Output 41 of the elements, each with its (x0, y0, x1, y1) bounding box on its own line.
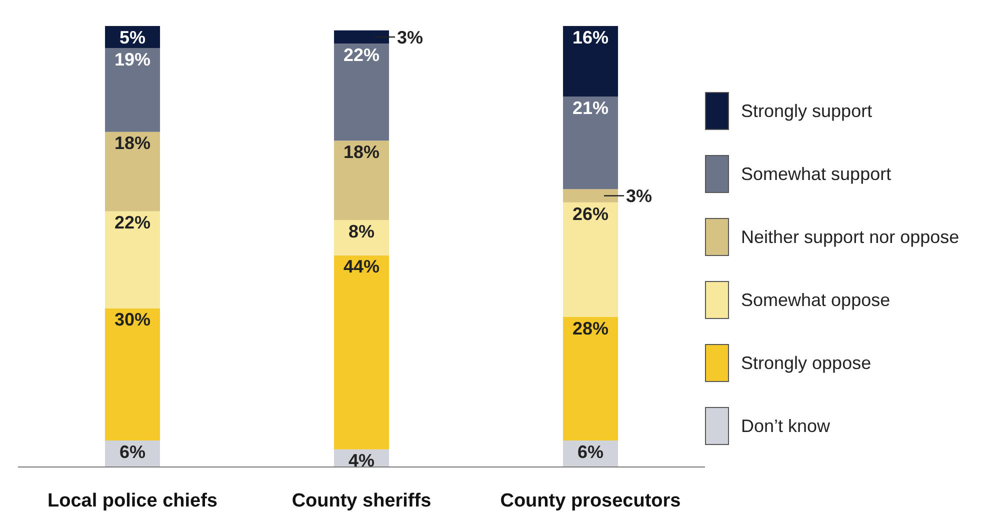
x-tick-label: County sheriffs (292, 490, 432, 512)
bar (563, 202, 618, 318)
data-label: 28% (572, 318, 609, 338)
bar (105, 308, 160, 441)
data-label: 16% (572, 27, 609, 48)
data-label: 21% (572, 98, 609, 118)
bar (334, 140, 390, 220)
data-label: 26% (572, 204, 609, 224)
data-label: 22% (344, 45, 380, 66)
data-label: 5% (120, 27, 146, 48)
x-tick-label: Local police chiefs (48, 490, 218, 512)
data-label: 3% (626, 186, 652, 206)
bar (334, 30, 390, 44)
bar (334, 255, 390, 450)
data-label: 8% (348, 221, 375, 242)
legend-label: Don’t know (741, 416, 830, 436)
data-label: 6% (120, 442, 146, 462)
data-label: 22% (114, 212, 151, 233)
legend-label: Neither support nor oppose (741, 226, 960, 248)
data-label: 4% (348, 450, 375, 471)
data-label: 18% (114, 133, 151, 154)
bar (563, 317, 618, 441)
data-label: 44% (344, 256, 380, 277)
legend-label: Somewhat support (741, 164, 892, 184)
legend-label: Somewhat oppose (741, 290, 890, 310)
x-tick-label: County prosecutors (500, 490, 681, 512)
bar (105, 132, 160, 212)
bar (334, 220, 390, 256)
data-label: 18% (344, 142, 380, 162)
bar (563, 26, 618, 97)
bar (334, 44, 390, 141)
data-label: 30% (114, 310, 151, 330)
bar (563, 96, 618, 190)
bar (563, 189, 618, 202)
data-label: 19% (114, 49, 151, 70)
legend-label: Strongly oppose (741, 352, 872, 374)
bar (105, 211, 160, 308)
data-label: 6% (578, 442, 604, 462)
legend-label: Strongly support (741, 100, 872, 122)
bar (105, 48, 160, 132)
data-label: 3% (397, 27, 424, 48)
